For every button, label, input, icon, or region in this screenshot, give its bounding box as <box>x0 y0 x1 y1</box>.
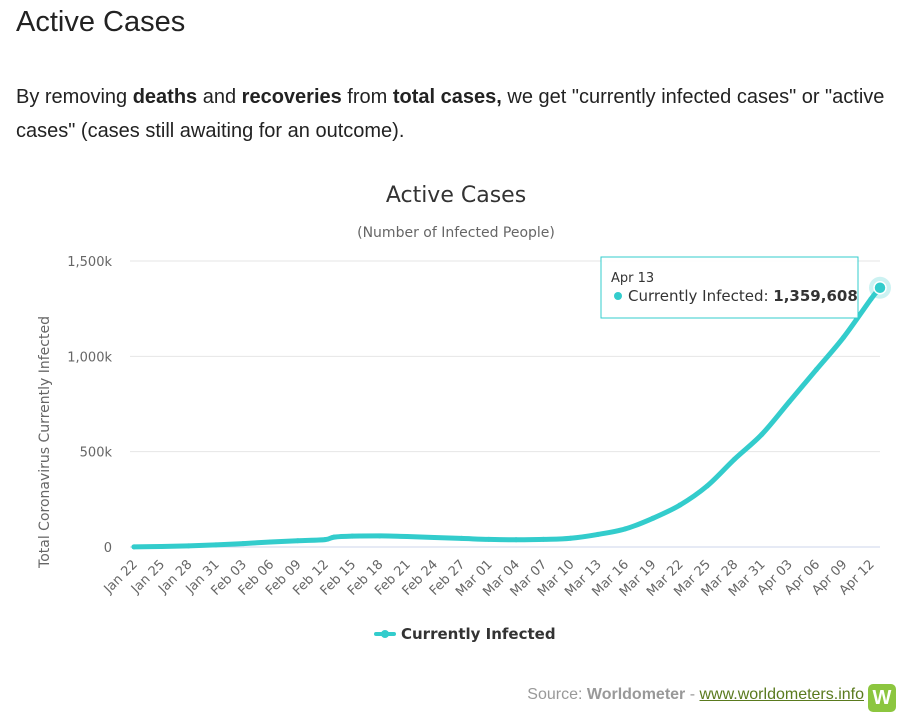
tooltip-value-line: Currently Infected: 1,359,608 <box>628 287 858 305</box>
data-point[interactable] <box>377 533 383 539</box>
y-tick-label: 500k <box>80 446 113 461</box>
legend[interactable]: Currently Infected <box>374 625 556 643</box>
series-line-currently-infected[interactable] <box>131 285 883 550</box>
data-point[interactable] <box>868 296 874 302</box>
series-currently-infected[interactable] <box>131 276 892 550</box>
intro-text-1: By removing <box>16 86 133 108</box>
data-point[interactable] <box>267 539 273 545</box>
source-prefix: Source: <box>527 686 587 703</box>
intro-text-2: and <box>197 86 242 108</box>
source-name: Worldometer <box>586 686 686 703</box>
data-point[interactable] <box>513 537 519 543</box>
chart-title: Active Cases <box>386 183 526 208</box>
y-tick-label: 0 <box>104 541 112 556</box>
source-separator: - <box>685 686 700 703</box>
data-point[interactable] <box>331 534 337 540</box>
intro-text-4: we get "currently infected cases" or "ac… <box>16 86 885 142</box>
data-point[interactable] <box>186 543 192 549</box>
data-point[interactable] <box>213 542 219 548</box>
intro-bold-recoveries: recoveries <box>241 86 342 108</box>
data-point[interactable] <box>322 537 328 543</box>
section-title: Active Cases <box>16 6 186 38</box>
intro-paragraph: By removing deaths and recoveries from t… <box>16 80 896 148</box>
legend-circle-marker <box>381 630 389 638</box>
data-point[interactable] <box>459 535 465 541</box>
tooltip-date: Apr 13 <box>611 271 654 286</box>
data-point[interactable] <box>677 502 683 508</box>
tooltip-value: 1,359,608 <box>773 287 857 305</box>
data-point[interactable] <box>349 533 355 539</box>
data-point[interactable] <box>404 534 410 540</box>
data-point[interactable] <box>131 544 137 550</box>
y-axis-ticks: 0 500k 1,000k 1,500k <box>67 255 112 556</box>
data-point[interactable] <box>759 432 765 438</box>
data-point[interactable] <box>595 531 601 537</box>
active-cases-chart: Active Cases (Number of Infected People)… <box>37 183 892 643</box>
data-point[interactable] <box>486 536 492 542</box>
data-point[interactable] <box>841 334 847 340</box>
data-point[interactable] <box>158 544 164 550</box>
tooltip-series-label: Currently Infected: <box>628 287 773 305</box>
tooltip: Apr 13 Currently Infected: 1,359,608 <box>600 256 859 319</box>
data-point[interactable] <box>650 515 656 521</box>
data-point[interactable] <box>786 399 792 405</box>
data-point[interactable] <box>568 535 574 541</box>
data-point[interactable] <box>295 538 301 544</box>
data-point[interactable] <box>731 456 737 462</box>
intro-bold-deaths: deaths <box>132 86 198 108</box>
tooltip-series-marker <box>614 292 622 300</box>
hover-point-marker[interactable] <box>873 281 887 295</box>
grid-lines <box>130 260 880 548</box>
data-point[interactable] <box>431 534 437 540</box>
data-point[interactable] <box>704 483 710 489</box>
chart-subtitle: (Number of Infected People) <box>357 225 555 241</box>
data-point[interactable] <box>240 541 246 547</box>
data-point[interactable] <box>813 367 819 373</box>
y-axis-title: Total Coronavirus Currently Infected <box>37 316 53 569</box>
source-link[interactable]: www.worldometers.info <box>699 686 865 703</box>
data-point[interactable] <box>540 536 546 542</box>
intro-text-3: from <box>341 86 393 108</box>
legend-item-currently-infected[interactable]: Currently Infected <box>401 625 556 643</box>
worldometer-logo-icon[interactable]: W <box>868 684 896 712</box>
y-tick-label: 1,000k <box>67 350 112 365</box>
intro-bold-total-cases: total cases, <box>392 86 502 108</box>
tooltip-box <box>600 256 859 319</box>
y-tick-label: 1,500k <box>67 255 112 270</box>
data-point[interactable] <box>622 526 628 532</box>
source-attribution: Source: Worldometer - www.worldometers.i… <box>527 686 864 704</box>
